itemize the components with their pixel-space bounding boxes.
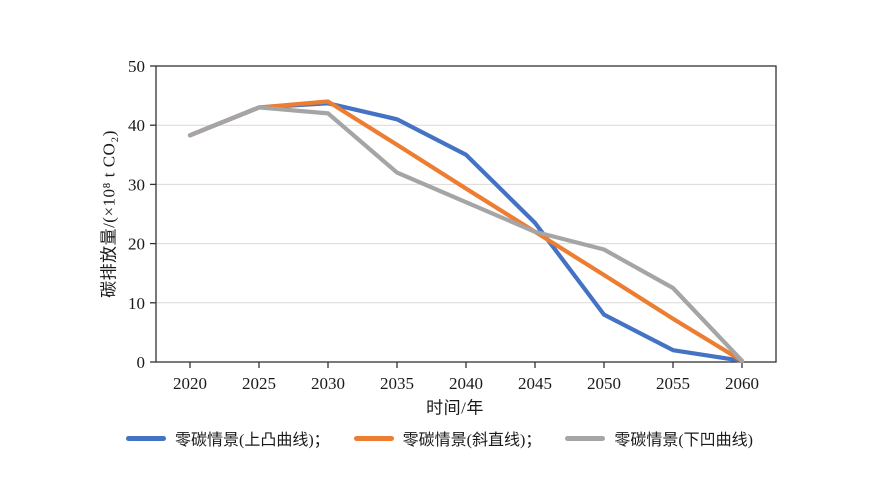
y-tick-label: 0 — [137, 353, 146, 372]
x-tick-label: 2045 — [518, 374, 552, 393]
y-tick-label: 30 — [128, 175, 145, 194]
x-tick-label: 2035 — [380, 374, 414, 393]
legend-item-straight: 零碳情景(斜直线)； — [353, 426, 542, 450]
legend-swatch-convex-line-icon — [125, 435, 166, 441]
x-tick-label: 2030 — [311, 374, 345, 393]
legend-swatch-straight-line-icon — [353, 435, 394, 441]
x-tick-label: 2020 — [173, 374, 207, 393]
legend-label: 零碳情景(下凹曲线) — [614, 432, 753, 449]
series-line-2 — [187, 105, 745, 363]
y-tick-label: 40 — [128, 116, 145, 135]
x-tick-label: 2040 — [449, 374, 483, 393]
x-tick-label: 2050 — [587, 374, 621, 393]
legend-label: 零碳情景(上凸曲线)； — [174, 432, 330, 449]
y-axis-title: 碳排放量/(×10⁸ t CO₂) — [99, 130, 119, 298]
y-tick-label: 10 — [128, 294, 145, 313]
series-line-0 — [187, 101, 745, 363]
legend: 零碳情景(上凸曲线)； 零碳情景(斜直线)； 零碳情景(下凹曲线) — [0, 426, 879, 450]
y-tick-label: 50 — [128, 57, 145, 76]
x-tick-label: 2055 — [656, 374, 690, 393]
legend-label: 零碳情景(斜直线)； — [402, 432, 542, 449]
legend-item-concave: 零碳情景(下凹曲线) — [565, 426, 753, 450]
legend-swatch-concave-line-icon — [565, 435, 606, 441]
series-line-1 — [187, 99, 745, 363]
x-tick-label: 2025 — [242, 374, 276, 393]
legend-item-convex: 零碳情景(上凸曲线)； — [125, 426, 330, 450]
x-tick-label: 2060 — [725, 374, 759, 393]
y-tick-label: 20 — [128, 235, 145, 254]
x-axis-title: 时间/年 — [426, 398, 484, 418]
